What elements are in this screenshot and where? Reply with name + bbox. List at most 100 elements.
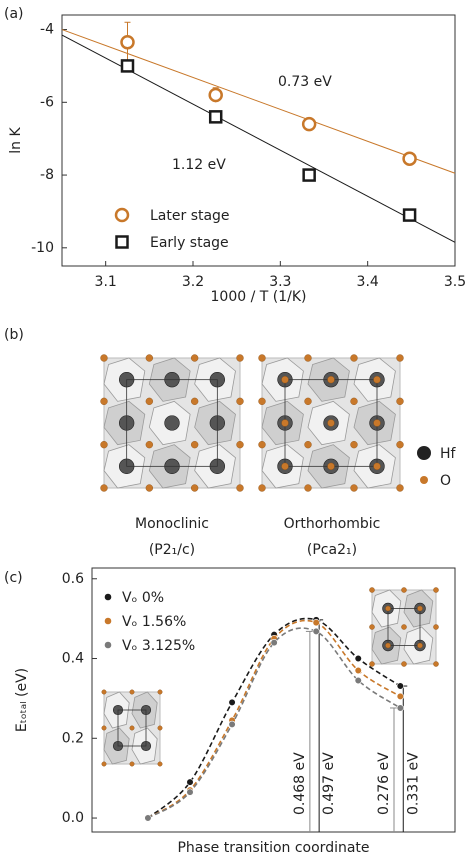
data-point xyxy=(122,36,134,48)
annotation: 0.497 eV xyxy=(321,752,337,815)
panel-label: (a) xyxy=(4,6,24,22)
legend-label: Later stage xyxy=(150,208,230,224)
o-atom xyxy=(130,762,134,766)
o-atom xyxy=(305,441,312,448)
o-atom xyxy=(401,587,406,592)
o-atom xyxy=(282,376,289,383)
y-tick-label: -8 xyxy=(40,167,54,183)
data-point xyxy=(187,779,194,786)
y-tick-label: 0.6 xyxy=(62,571,84,587)
o-atom xyxy=(328,376,335,383)
o-atom xyxy=(259,485,266,492)
o-atom xyxy=(385,606,390,611)
o-atom xyxy=(191,398,198,405)
o-atom xyxy=(374,463,381,470)
dashed-curve xyxy=(148,628,400,818)
y-tick-label: 0.2 xyxy=(62,730,84,746)
y-tick-label: 0.0 xyxy=(62,810,84,826)
data-point xyxy=(313,628,320,635)
panel-label: (c) xyxy=(4,570,23,586)
o-atom xyxy=(237,441,244,448)
x-tick-label: 3.2 xyxy=(182,274,204,290)
panel-label: (b) xyxy=(4,327,24,343)
plot-frame xyxy=(62,15,455,266)
y-tick-label: -4 xyxy=(40,22,54,38)
legend-marker xyxy=(105,594,112,601)
o-atom xyxy=(191,355,198,362)
data-point xyxy=(187,789,194,796)
legend-marker xyxy=(105,642,112,649)
y-axis-label: Eₜₒₜₐₗ (eV) xyxy=(14,668,30,732)
figure: (a) (b) (c) Monoclinic (P2₁/c) Orthorhom… xyxy=(0,0,467,858)
legend-label: Vₒ 3.125% xyxy=(122,638,195,654)
data-point xyxy=(271,639,278,646)
y-tick-label: -10 xyxy=(31,240,54,256)
o-atom xyxy=(305,485,312,492)
o-atom xyxy=(397,441,404,448)
o-atom xyxy=(374,376,381,383)
fit-line xyxy=(62,30,455,174)
o-atom xyxy=(417,643,422,648)
o-atom xyxy=(146,441,153,448)
legend-marker xyxy=(117,237,128,248)
o-atom xyxy=(369,661,374,666)
o-atom xyxy=(351,441,358,448)
o-atom xyxy=(328,463,335,470)
data-point xyxy=(313,619,320,626)
o-atom xyxy=(158,762,162,766)
structure-name: Monoclinic xyxy=(135,516,209,532)
x-axis-label: 1000 / T (1/K) xyxy=(211,289,307,305)
legend-label: Early stage xyxy=(150,235,229,251)
o-atom xyxy=(130,726,134,730)
crystal-structure xyxy=(259,355,404,492)
o-atom xyxy=(433,587,438,592)
x-tick-label: 3.4 xyxy=(357,274,379,290)
crystal-structure xyxy=(102,690,162,766)
legend-label: O xyxy=(440,473,451,489)
data-point xyxy=(397,683,404,690)
o-atom xyxy=(158,726,162,730)
o-atom xyxy=(282,420,289,427)
o-atom xyxy=(101,485,108,492)
o-atom xyxy=(401,624,406,629)
o-atom xyxy=(101,355,108,362)
o-atom xyxy=(102,726,106,730)
data-point xyxy=(355,655,362,662)
o-atom xyxy=(191,485,198,492)
annotation: 0.331 eV xyxy=(405,752,421,815)
data-point xyxy=(355,677,362,684)
data-point xyxy=(210,89,222,101)
annotation: 0.468 eV xyxy=(292,752,308,815)
legend-label: Vₒ 0% xyxy=(122,590,164,606)
legend-label: Vₒ 1.56% xyxy=(122,614,186,630)
o-atom xyxy=(369,624,374,629)
o-atom xyxy=(417,606,422,611)
o-atom xyxy=(282,463,289,470)
legend-label: Hf xyxy=(440,446,457,462)
o-atom xyxy=(158,690,162,694)
o-atom xyxy=(259,398,266,405)
o-atom xyxy=(237,485,244,492)
o-atom xyxy=(102,762,106,766)
o-atom xyxy=(305,398,312,405)
crystal-structure xyxy=(369,587,438,666)
o-atom xyxy=(351,485,358,492)
legend-marker xyxy=(116,209,128,221)
data-point xyxy=(397,705,404,712)
data-point xyxy=(303,118,315,130)
o-atom xyxy=(385,643,390,648)
structure-group: (P2₁/c) xyxy=(149,542,195,558)
hf-legend-marker xyxy=(417,446,431,460)
hf-atom xyxy=(165,416,180,431)
x-axis-label: Phase transition coordinate xyxy=(177,840,369,856)
o-atom xyxy=(101,398,108,405)
o-atom xyxy=(351,355,358,362)
o-atom xyxy=(259,441,266,448)
legend-marker xyxy=(105,618,112,625)
data-point xyxy=(355,667,362,674)
structure-name: Orthorhombic xyxy=(284,516,381,532)
x-tick-label: 3.5 xyxy=(444,274,466,290)
y-tick-label: -6 xyxy=(40,94,54,110)
data-point xyxy=(229,721,236,728)
structure-group: (Pca2₁) xyxy=(307,542,357,558)
